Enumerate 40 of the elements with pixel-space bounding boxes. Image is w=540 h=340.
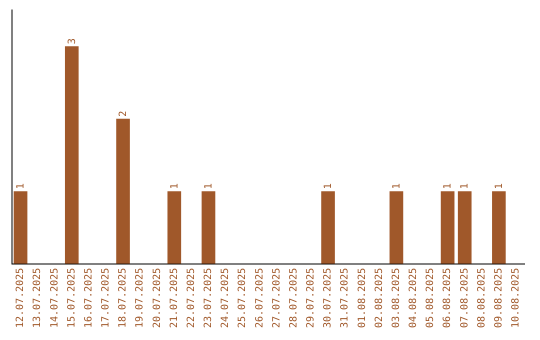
x-tick-label: 10.08.2025 bbox=[510, 268, 522, 328]
x-tick-label: 22.07.2025 bbox=[186, 268, 197, 328]
x-tick-label: 18.07.2025 bbox=[118, 268, 129, 328]
x-tick-label: 27.07.2025 bbox=[271, 268, 282, 328]
x-tick-label: 15.07.2025 bbox=[66, 268, 78, 328]
data-label: 1 bbox=[391, 183, 402, 190]
x-tick-label: 29.07.2025 bbox=[306, 268, 317, 328]
x-tick-label: 26.07.2025 bbox=[254, 268, 266, 328]
x-tick-label: 23.07.2025 bbox=[203, 268, 214, 328]
x-tick-label: 09.08.2025 bbox=[493, 268, 504, 328]
x-tick-label: 19.07.2025 bbox=[134, 268, 146, 328]
x-tick-label: 31.07.2025 bbox=[340, 268, 351, 328]
x-tick-label: 28.07.2025 bbox=[288, 268, 300, 328]
data-label: 1 bbox=[169, 183, 180, 190]
x-tick-label: 06.08.2025 bbox=[442, 268, 454, 328]
x-tick-label: 17.07.2025 bbox=[100, 268, 112, 328]
data-label: 1 bbox=[442, 183, 454, 190]
x-tick-label: 03.08.2025 bbox=[390, 268, 402, 328]
data-label: 1 bbox=[323, 183, 334, 190]
x-tick-label: 30.07.2025 bbox=[322, 268, 334, 328]
data-label: 2 bbox=[118, 110, 130, 117]
x-tick-label: 14.07.2025 bbox=[49, 268, 60, 328]
x-tick-label: 12.07.2025 bbox=[15, 268, 26, 328]
data-label: 1 bbox=[16, 183, 27, 190]
x-tick-label: 25.07.2025 bbox=[237, 268, 248, 328]
data-label: 1 bbox=[203, 183, 214, 190]
x-tick-label: 08.08.2025 bbox=[476, 268, 488, 328]
x-tick-label: 24.07.2025 bbox=[220, 268, 232, 328]
x-tick-label: 07.08.2025 bbox=[459, 268, 470, 328]
x-tick-label: 05.08.2025 bbox=[425, 268, 436, 328]
x-tick-label: 02.08.2025 bbox=[374, 268, 385, 328]
data-label: 3 bbox=[66, 38, 78, 44]
x-tick-label: 04.08.2025 bbox=[408, 268, 420, 328]
x-tick-label: 21.07.2025 bbox=[168, 268, 180, 328]
x-tick-label: 20.07.2025 bbox=[152, 268, 163, 328]
x-tick-label: 01.08.2025 bbox=[356, 268, 368, 328]
x-tick-label: 16.07.2025 bbox=[83, 268, 94, 328]
data-label: 1 bbox=[494, 183, 505, 190]
x-tick-label: 13.07.2025 bbox=[32, 268, 44, 328]
data-label: 1 bbox=[460, 183, 471, 190]
